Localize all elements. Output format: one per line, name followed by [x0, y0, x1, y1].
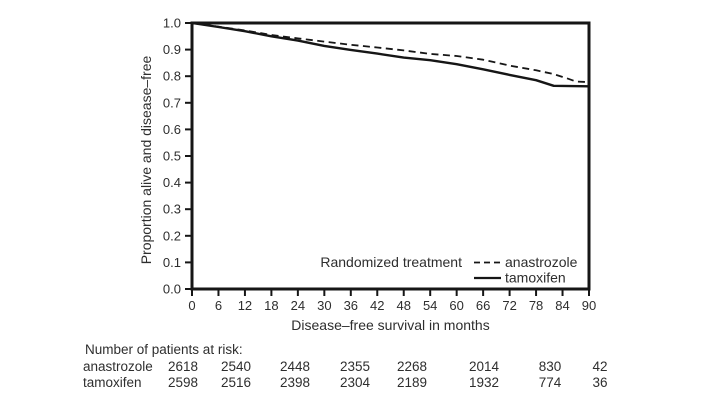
legend-label-anastrozole: anastrozole [505, 254, 578, 270]
x-tick-label: 84 [555, 298, 569, 313]
risk-row-anastrozole: anastrozole 2618 2540 2448 2355 2268 201… [83, 359, 683, 375]
x-tick-label: 6 [215, 298, 222, 313]
y-tick-label: 0.1 [163, 255, 181, 270]
plot-border [190, 21, 591, 291]
x-tick-label: 24 [291, 298, 305, 313]
x-tick-label: 42 [370, 298, 384, 313]
x-tick-label: 12 [238, 298, 252, 313]
y-tick-label: 0.7 [163, 95, 181, 110]
series-tamoxifen [191, 21, 590, 88]
y-axis-title: Proportion alive and disease–free [138, 55, 154, 264]
risk-table-header: Number of patients at risk: [85, 342, 243, 357]
y-tick-label: 0.6 [163, 122, 181, 137]
y-tick-label: 0.4 [163, 175, 181, 190]
y-tick-label: 0.8 [163, 69, 181, 84]
x-tick-label: 90 [582, 298, 596, 313]
risk-count: 774 [538, 375, 562, 390]
risk-count: 2598 [167, 375, 199, 390]
x-tick-label: 66 [476, 298, 490, 313]
x-tick-label: 72 [502, 298, 516, 313]
risk-count: 2189 [396, 375, 428, 390]
y-tick-label: 0.0 [163, 282, 181, 297]
risk-count: 2448 [279, 359, 311, 374]
risk-count: 2398 [279, 375, 311, 390]
x-tick-label: 0 [188, 298, 195, 313]
legend-label-tamoxifen: tamoxifen [505, 270, 566, 286]
y-tick-label: 1.0 [163, 16, 181, 31]
risk-count: 36 [592, 375, 608, 390]
x-tick-label: 60 [449, 298, 463, 313]
risk-count: 42 [592, 359, 608, 374]
y-tick-label: 0.9 [163, 42, 181, 57]
survival-chart: 0.0 0.1 0.2 0.3 0.4 0.5 0.6 0.7 0.8 0.9 1.0 0 6 12 18 2… [138, 16, 596, 334]
x-tick-label: 48 [396, 298, 410, 313]
x-tick-label: 78 [529, 298, 543, 313]
risk-count: 2304 [339, 375, 371, 390]
risk-row-label: anastrozole [83, 359, 153, 374]
y-tick-label: 0.2 [163, 228, 181, 243]
y-tick-label: 0.3 [163, 202, 181, 217]
risk-count: 2516 [220, 375, 252, 390]
risk-count: 2540 [220, 359, 252, 374]
risk-count: 2355 [339, 359, 371, 374]
x-tick-label: 18 [264, 298, 278, 313]
risk-count: 2014 [468, 359, 500, 374]
x-axis-title: Disease–free survival in months [291, 317, 489, 333]
risk-count: 2268 [396, 359, 428, 374]
x-tick-label: 54 [423, 298, 437, 313]
risk-count: 830 [538, 359, 562, 374]
risk-count: 1932 [468, 375, 500, 390]
risk-row-label: tamoxifen [83, 375, 142, 390]
x-tick-label: 30 [317, 298, 331, 313]
risk-row-tamoxifen: tamoxifen 2598 2516 2398 2304 2189 1932 … [83, 375, 683, 391]
risk-count: 2618 [167, 359, 199, 374]
legend-title: Randomized treatment [320, 254, 462, 270]
x-tick-label: 36 [344, 298, 358, 313]
y-tick-label: 0.5 [163, 149, 181, 164]
